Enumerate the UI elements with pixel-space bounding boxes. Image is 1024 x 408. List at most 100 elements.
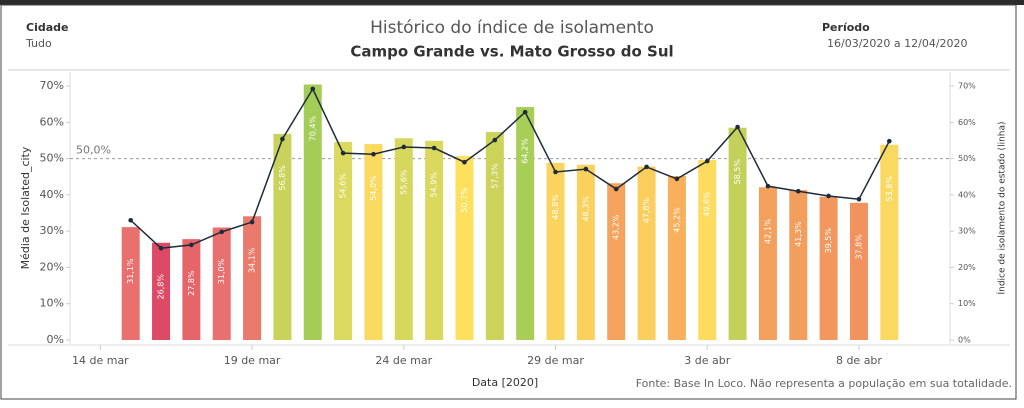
y2-tick-label: 0% (958, 336, 971, 345)
bar (698, 160, 717, 340)
bar-value-label: 31,1% (126, 258, 135, 284)
state-line (130, 87, 890, 249)
period-value: 16/03/2020 a 12/04/2020 (827, 37, 968, 50)
bar-value-label: 50,7% (460, 187, 469, 213)
bar-value-label: 42,1% (763, 218, 772, 244)
state-point (735, 124, 740, 130)
bar (728, 127, 747, 340)
bar-value-label: 26,8% (157, 274, 166, 300)
bar (212, 227, 231, 340)
source-note: Fonte: Base In Loco. Não representa a po… (636, 377, 1012, 390)
bar (121, 227, 140, 340)
state-point (158, 245, 164, 251)
bar-value-label: 37,8% (854, 234, 863, 260)
y2-tick-label: 70% (958, 82, 976, 91)
city-value: Tudo (25, 37, 52, 50)
bar (607, 183, 626, 340)
bar (880, 144, 899, 340)
state-point (340, 150, 346, 156)
y2-tick-label: 60% (958, 118, 976, 127)
frame (0, 4, 1017, 400)
bar (182, 239, 201, 340)
state-point (401, 144, 407, 150)
bar (364, 144, 383, 340)
chart-title: Histórico do índice de isolamento (370, 18, 654, 38)
bar-value-label: 54,6% (339, 173, 348, 199)
bar (576, 164, 595, 340)
bar-value-label: 39,5% (824, 228, 833, 254)
city-label: Cidade (26, 21, 68, 34)
bar (394, 138, 413, 340)
y2-tick-label: 40% (958, 190, 976, 199)
state-point (856, 196, 862, 202)
bar (334, 141, 353, 340)
state-point (644, 164, 649, 170)
bar-value-label: 57,3% (490, 163, 499, 189)
y2-axis-label: Índice de isolamento do estado (linha) (996, 121, 1008, 294)
bar-value-label: 47,8% (642, 197, 651, 223)
chart-subtitle: Campo Grande vs. Mato Grosso do Sul (350, 43, 673, 61)
state-point (431, 145, 437, 151)
bar-value-label: 54,9% (430, 172, 439, 198)
bar (849, 202, 868, 340)
state-point (522, 109, 528, 115)
state-point (128, 217, 133, 223)
bar-value-label: 55,6% (399, 169, 408, 195)
period-label: Período (822, 21, 870, 34)
bar (243, 216, 262, 340)
bar-value-label: 43,2% (612, 214, 621, 240)
bar-value-label: 56,8% (278, 165, 287, 191)
bar (152, 242, 171, 340)
state-point (280, 136, 285, 142)
x-tick-label: 24 de mar (375, 354, 432, 367)
bar (273, 133, 292, 340)
x-tick-label: 3 de abr (684, 354, 730, 367)
bar-value-label: 41,3% (794, 221, 803, 247)
state-point (219, 229, 225, 235)
bar (455, 156, 474, 340)
x-tick-label: 14 de mar (72, 354, 129, 367)
state-point (826, 193, 831, 199)
state-point (492, 137, 498, 143)
state-point (371, 151, 376, 157)
y-tick-label: 30% (40, 224, 64, 237)
state-point (613, 186, 619, 192)
y-tick-label: 0% (47, 333, 64, 346)
bar-value-label: 54,0% (369, 175, 378, 201)
bar (546, 162, 565, 340)
bar-value-label: 53,8% (885, 176, 894, 202)
y-tick-label: 20% (40, 260, 64, 273)
y2-tick-label: 50% (958, 154, 976, 163)
bar (516, 107, 535, 340)
bar (425, 140, 444, 340)
y-tick-label: 40% (40, 188, 64, 201)
x-axis-label: Data [2020] (472, 376, 538, 389)
state-point (583, 166, 589, 172)
x-tick-label: 8 de abr (836, 354, 882, 367)
state-point (674, 176, 680, 182)
x-tick-label: 19 de mar (224, 354, 281, 367)
y-tick-label: 70% (40, 79, 64, 92)
state-point (189, 242, 194, 248)
bar-value-label: 48,8% (551, 194, 560, 220)
bar (303, 84, 322, 340)
y-tick-label: 60% (40, 115, 64, 128)
bar (637, 166, 656, 340)
y-axis-label: Média de Isolated_city (19, 146, 32, 269)
state-point (887, 138, 892, 144)
bar-value-label: 49,6% (703, 191, 712, 217)
state-point (795, 188, 801, 194)
bar-value-label: 31,0% (217, 258, 226, 284)
bar (485, 132, 504, 340)
state-point (249, 219, 255, 225)
y2-tick-label: 10% (958, 299, 976, 308)
state-point (310, 86, 316, 92)
bar (758, 187, 777, 340)
state-point (765, 183, 771, 189)
state-point (553, 169, 558, 175)
y-tick-label: 50% (40, 152, 64, 165)
reference-label: 50,0% (76, 144, 111, 157)
bar-value-label: 64,2% (521, 138, 530, 164)
